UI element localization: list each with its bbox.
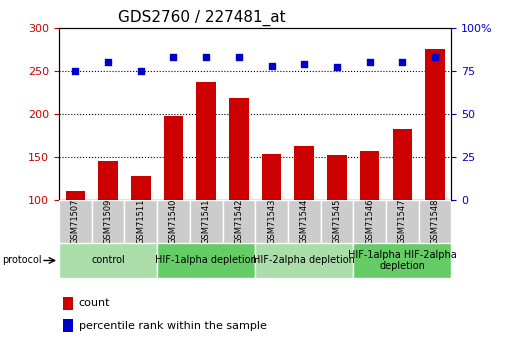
Point	[235, 54, 243, 60]
Point	[202, 54, 210, 60]
Bar	[98, 161, 118, 200]
Point	[333, 65, 341, 70]
Bar	[157, 243, 255, 278]
Text: HIF-1alpha HIF-2alpha
depletion: HIF-1alpha HIF-2alpha depletion	[348, 250, 457, 271]
Bar	[223, 200, 255, 243]
Bar	[255, 200, 288, 243]
Point	[71, 68, 80, 73]
Text: GSM71545: GSM71545	[332, 199, 342, 244]
Point	[300, 61, 308, 67]
Point	[169, 54, 177, 60]
Bar	[419, 200, 451, 243]
Text: GSM71541: GSM71541	[202, 199, 211, 244]
Bar	[288, 200, 321, 243]
Bar	[66, 191, 85, 200]
Bar	[131, 176, 150, 200]
Bar	[353, 243, 451, 278]
Point	[398, 59, 406, 65]
Bar	[255, 243, 353, 278]
Bar	[229, 98, 249, 200]
Bar	[425, 49, 445, 200]
Text: GSM71543: GSM71543	[267, 199, 276, 244]
Text: GDS2760 / 227481_at: GDS2760 / 227481_at	[118, 10, 286, 26]
Text: percentile rank within the sample: percentile rank within the sample	[78, 321, 266, 331]
Text: GSM71511: GSM71511	[136, 199, 145, 244]
Bar	[124, 200, 157, 243]
Bar	[392, 129, 412, 200]
Text: HIF-1alpha depletion: HIF-1alpha depletion	[155, 256, 257, 265]
Bar	[164, 116, 183, 200]
Point	[136, 68, 145, 73]
Bar	[63, 319, 73, 332]
Point	[104, 59, 112, 65]
Text: control: control	[91, 256, 125, 265]
Text: protocol: protocol	[3, 256, 42, 265]
Text: GSM71547: GSM71547	[398, 199, 407, 244]
Text: GSM71507: GSM71507	[71, 199, 80, 244]
Bar	[196, 82, 216, 200]
Bar	[63, 297, 73, 310]
Bar	[157, 200, 190, 243]
Bar	[386, 200, 419, 243]
Text: count: count	[78, 298, 110, 308]
Text: GSM71548: GSM71548	[430, 199, 440, 244]
Text: HIF-2alpha depletion: HIF-2alpha depletion	[253, 256, 355, 265]
Bar	[262, 155, 281, 200]
Bar	[59, 243, 157, 278]
Text: GSM71542: GSM71542	[234, 199, 243, 244]
Text: GSM71509: GSM71509	[104, 199, 112, 244]
Point	[267, 63, 275, 68]
Text: GSM71544: GSM71544	[300, 199, 309, 244]
Bar	[294, 146, 314, 200]
Point	[431, 54, 439, 60]
Bar	[353, 200, 386, 243]
Bar	[92, 200, 125, 243]
Bar	[59, 200, 92, 243]
Text: GSM71540: GSM71540	[169, 199, 178, 244]
Bar	[190, 200, 223, 243]
Text: GSM71546: GSM71546	[365, 199, 374, 244]
Bar	[321, 200, 353, 243]
Bar	[360, 151, 380, 200]
Bar	[327, 155, 347, 200]
Point	[366, 59, 374, 65]
